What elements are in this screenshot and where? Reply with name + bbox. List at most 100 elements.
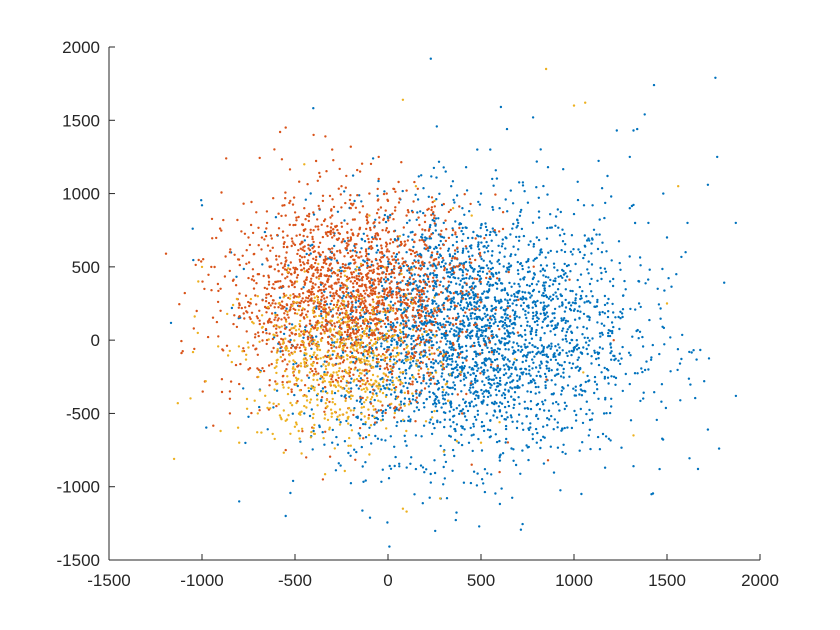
- scatter-point-series-1: [473, 296, 476, 300]
- scatter-point-series-2: [355, 243, 358, 246]
- scatter-point-series-2: [395, 307, 398, 311]
- scatter-point-series-1: [487, 378, 490, 381]
- scatter-point-series-1: [485, 376, 488, 380]
- scatter-point-series-1: [394, 455, 397, 459]
- scatter-point-series-1: [572, 309, 576, 312]
- scatter-point-series-2: [377, 280, 380, 283]
- scatter-point-series-1: [403, 434, 406, 437]
- scatter-point-series-1: [457, 331, 460, 334]
- scatter-point-series-2: [228, 397, 232, 400]
- scatter-point-series-1: [505, 270, 508, 273]
- scatter-point-series-1: [447, 284, 451, 287]
- scatter-point-series-1: [477, 241, 480, 244]
- scatter-point-series-2: [193, 347, 196, 351]
- scatter-point-series-2: [359, 314, 363, 317]
- scatter-point-series-1: [534, 427, 538, 431]
- scatter-point-series-1: [459, 304, 462, 307]
- scatter-point-series-2: [392, 365, 395, 368]
- scatter-point-series-2: [318, 207, 321, 210]
- scatter-point-series-1: [504, 348, 507, 351]
- scatter-point-series-1: [533, 379, 536, 382]
- scatter-point-series-2: [256, 353, 259, 356]
- scatter-point-series-1: [623, 279, 626, 283]
- scatter-point-series-1: [439, 444, 442, 448]
- scatter-point-series-2: [239, 362, 242, 366]
- scatter-point-series-1: [507, 332, 510, 335]
- scatter-point-series-1: [441, 385, 444, 389]
- scatter-point-series-1: [518, 402, 521, 405]
- scatter-point-series-2: [320, 295, 323, 298]
- scatter-point-series-1: [492, 369, 495, 372]
- scatter-point-series-2: [447, 295, 450, 298]
- scatter-point-series-1: [395, 340, 398, 344]
- scatter-point-series-2: [440, 325, 444, 329]
- scatter-point-series-1: [531, 289, 535, 293]
- scatter-point-series-1: [458, 327, 462, 331]
- scatter-point-series-2: [288, 268, 292, 271]
- scatter-point-series-2: [236, 218, 239, 222]
- scatter-point-series-1: [507, 390, 510, 393]
- scatter-point-series-1: [491, 250, 494, 253]
- scatter-point-series-1: [552, 293, 555, 296]
- scatter-point-series-1: [318, 424, 321, 427]
- scatter-point-series-1: [634, 308, 637, 311]
- scatter-point-series-2: [307, 215, 311, 218]
- scatter-point-series-2: [377, 328, 380, 331]
- scatter-point-series-1: [601, 432, 605, 436]
- scatter-point-series-1: [455, 407, 458, 410]
- scatter-point-series-2: [255, 282, 258, 285]
- scatter-point-series-2: [372, 283, 376, 286]
- scatter-point-series-1: [532, 276, 535, 279]
- scatter-point-series-1: [469, 337, 472, 340]
- scatter-point-series-1: [420, 307, 423, 310]
- scatter-point-series-1: [478, 525, 481, 528]
- scatter-point-series-1: [342, 294, 345, 298]
- scatter-point-series-1: [519, 210, 522, 214]
- scatter-point-series-2: [316, 225, 320, 228]
- scatter-point-series-1: [274, 311, 277, 315]
- scatter-point-series-2: [392, 307, 395, 310]
- scatter-point-series-1: [460, 307, 463, 310]
- scatter-point-series-1: [515, 358, 518, 362]
- scatter-point-series-2: [361, 263, 365, 267]
- scatter-point-series-2: [312, 274, 315, 278]
- scatter-point-series-1: [470, 434, 473, 437]
- scatter-point-series-1: [491, 402, 494, 405]
- scatter-point-series-2: [408, 268, 411, 272]
- scatter-point-series-1: [442, 221, 445, 225]
- scatter-point-series-1: [483, 251, 486, 254]
- scatter-point-series-2: [266, 244, 270, 247]
- scatter-point-series-1: [558, 409, 561, 412]
- scatter-point-series-2: [331, 214, 334, 217]
- scatter-point-series-1: [530, 330, 533, 333]
- scatter-point-series-1: [630, 204, 634, 208]
- scatter-point-series-1: [410, 298, 413, 302]
- scatter-point-series-1: [494, 388, 497, 391]
- scatter-point-series-1: [463, 384, 466, 387]
- scatter-point-series-1: [498, 456, 501, 459]
- scatter-point-series-1: [362, 422, 365, 426]
- scatter-point-series-2: [426, 310, 429, 313]
- scatter-point-series-1: [417, 259, 420, 262]
- scatter-point-series-1: [508, 335, 511, 339]
- scatter-point-series-2: [314, 283, 317, 286]
- scatter-point-series-2: [310, 334, 313, 338]
- scatter-point-series-1: [435, 276, 438, 279]
- scatter-point-series-1: [450, 402, 453, 405]
- scatter-point-series-2: [426, 371, 429, 375]
- scatter-point-series-2: [366, 234, 369, 237]
- scatter-point-series-2: [532, 265, 535, 268]
- scatter-point-series-1: [296, 384, 299, 388]
- scatter-point-series-2: [436, 279, 439, 282]
- scatter-point-series-2: [427, 357, 431, 361]
- scatter-point-series-2: [305, 313, 308, 316]
- scatter-point-series-1: [384, 439, 387, 442]
- scatter-point-series-2: [254, 333, 257, 336]
- scatter-point-series-2: [327, 278, 330, 281]
- scatter-point-series-1: [302, 336, 305, 339]
- scatter-point-series-2: [352, 202, 355, 205]
- scatter-point-series-1: [393, 338, 396, 341]
- scatter-point-series-1: [527, 427, 530, 430]
- scatter-point-series-1: [480, 329, 483, 332]
- scatter-point-series-2: [369, 162, 373, 166]
